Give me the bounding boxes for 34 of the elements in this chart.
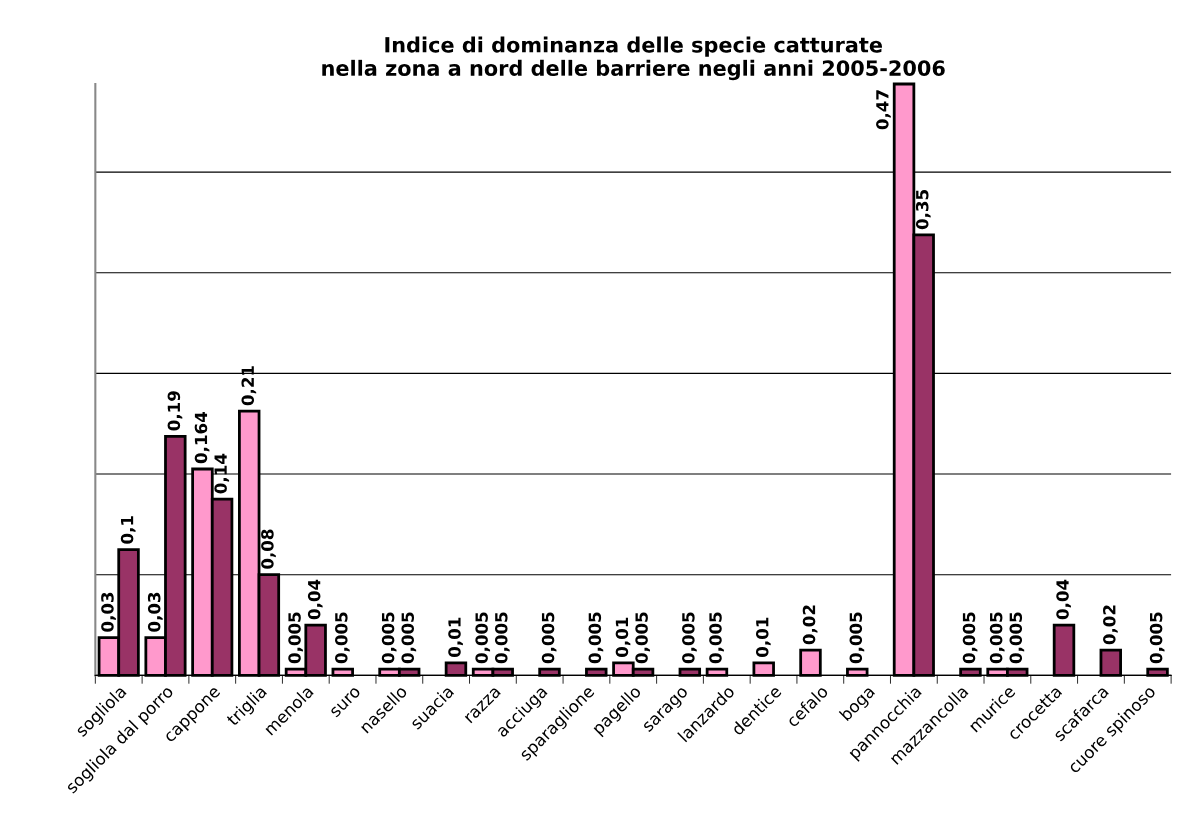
data-label: 0,14 <box>214 453 230 494</box>
data-label: 0,005 <box>541 612 557 664</box>
data-label: 0,164 <box>194 412 210 464</box>
data-label: 0,03 <box>147 592 163 632</box>
data-label: 0,19 <box>167 391 183 431</box>
data-label: 0,005 <box>849 612 865 664</box>
data-label: 0,005 <box>635 612 651 664</box>
data-label: 0,47 <box>876 90 891 130</box>
data-label: 0,005 <box>588 612 604 664</box>
data-label: 0,04 <box>1056 579 1071 620</box>
data-label: 0,005 <box>1149 612 1165 664</box>
data-label: 0,21 <box>241 366 257 406</box>
data-label: 0,005 <box>682 612 697 664</box>
data-label: 0,005 <box>709 612 724 664</box>
data-label: 0,005 <box>962 612 978 664</box>
data-label: 0,005 <box>335 612 350 664</box>
data-label: 0,02 <box>802 605 818 645</box>
data-label: 0,01 <box>448 617 463 657</box>
data-label: 0,35 <box>915 190 931 230</box>
data-label: 0,005 <box>381 612 397 664</box>
data-label: 0,005 <box>494 612 510 664</box>
data-label: 0,03 <box>101 592 116 632</box>
data-label: 0,005 <box>989 612 1005 664</box>
data-label: 0,01 <box>615 617 631 657</box>
data-label: 0,02 <box>1103 605 1118 645</box>
data-label: 0,005 <box>288 612 303 664</box>
data-label: 0,08 <box>261 529 276 569</box>
data-label: 0,1 <box>120 516 136 544</box>
data-label: 0,005 <box>1009 612 1025 664</box>
data-label: 0,005 <box>401 612 417 664</box>
chart-title: Indice di dominanza delle specie catturate nella zona a nord delle barriere negli anni 2005-2006 <box>322 36 945 81</box>
data-label: 0,005 <box>475 612 491 664</box>
data-label: 0,04 <box>307 579 323 620</box>
data-label: 0,01 <box>755 617 771 657</box>
